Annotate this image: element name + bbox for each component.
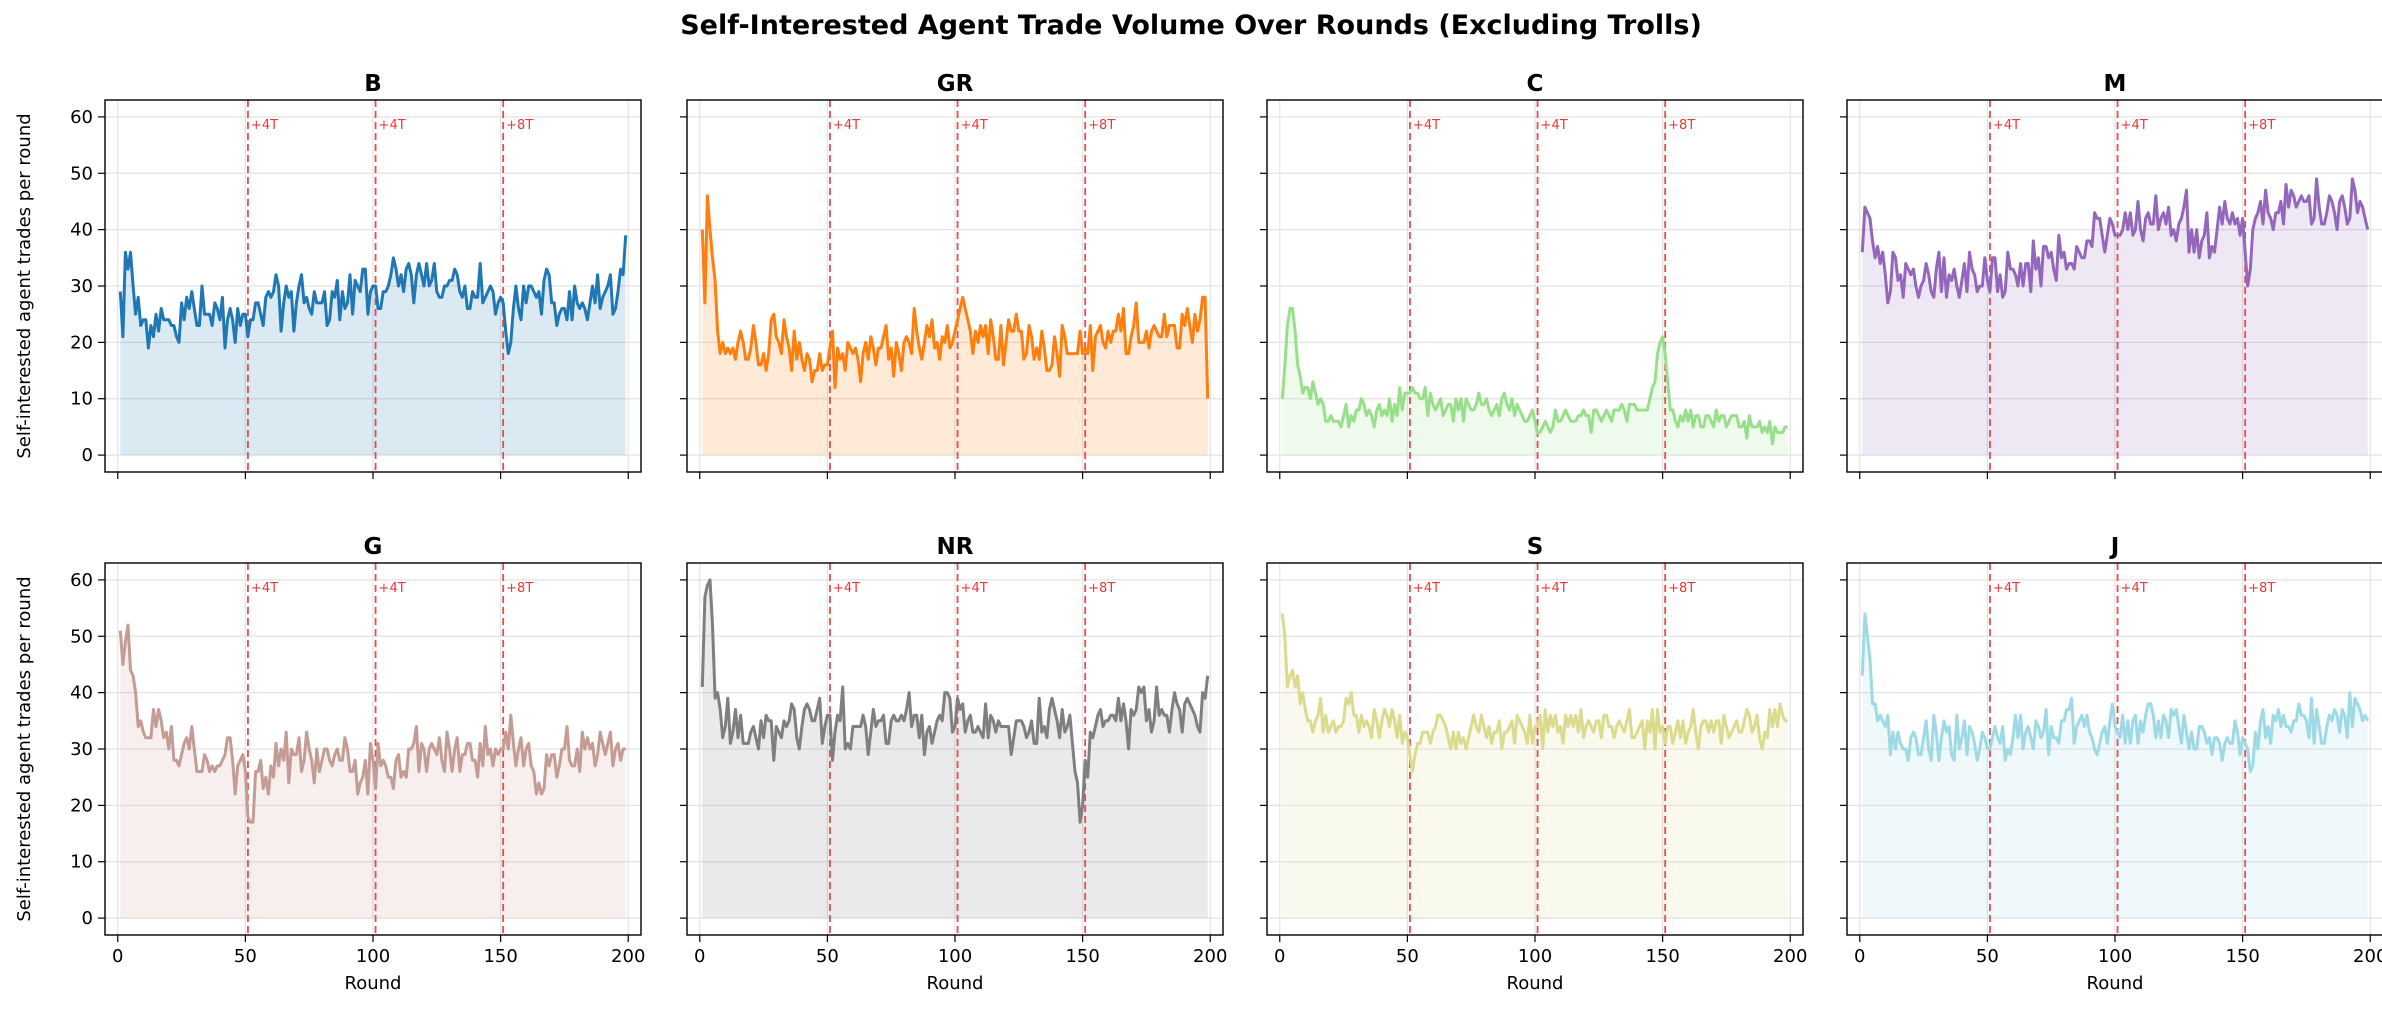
x-tick-label: 100 — [1518, 946, 1552, 967]
x-tick-label: 50 — [1396, 946, 1419, 967]
area-fill — [1862, 178, 2368, 456]
panel-s: +4T +4T +8T S 0 50 100 150 200 Round — [1260, 534, 1807, 994]
x-tick-label: 100 — [2098, 946, 2132, 967]
event-label: +8T — [1088, 581, 1115, 596]
y-tick-label: 20 — [70, 795, 93, 816]
x-tick-label: 50 — [234, 946, 257, 967]
series-line — [1280, 307, 1788, 446]
event-label: +4T — [1541, 581, 1568, 596]
x-tick-label: 150 — [1065, 946, 1099, 967]
series-line — [1860, 177, 2370, 305]
event-label: +4T — [961, 581, 988, 596]
x-tick-label: 50 — [1976, 946, 1999, 967]
panel-c: +4T +4T +8T C — [1260, 71, 1804, 479]
x-tick-label: 200 — [2353, 946, 2382, 967]
y-tick-label: 60 — [70, 570, 93, 591]
event-label: +8T — [506, 118, 533, 133]
y-axis-label: Self-interested agent trades per round — [14, 576, 35, 921]
x-tick-label: 0 — [694, 946, 705, 967]
panel-title: NR — [937, 534, 974, 560]
series-line — [700, 578, 1210, 824]
x-tick-label: 0 — [1854, 946, 1865, 967]
y-tick-label: 50 — [70, 626, 93, 647]
event-label: +4T — [379, 581, 406, 596]
panel-title: B — [364, 71, 382, 97]
x-tick-label: 150 — [2225, 946, 2259, 967]
area-fill — [702, 195, 1208, 456]
x-axis-label: Round — [345, 973, 402, 994]
x-axis-label: Round — [2087, 973, 2144, 994]
event-label: +4T — [251, 581, 278, 596]
event-label: +4T — [1413, 581, 1440, 596]
panel-title: G — [364, 534, 383, 560]
y-tick-label: 20 — [70, 332, 93, 353]
y-tick-label: 30 — [70, 276, 93, 297]
x-tick-label: 0 — [112, 946, 123, 967]
x-axis-label: Round — [927, 973, 984, 994]
x-tick-label: 200 — [1193, 946, 1227, 967]
event-label: +8T — [1668, 581, 1695, 596]
series-line — [118, 623, 626, 824]
panel-m: +4T +4T +8T M — [1840, 71, 2382, 479]
panel-title: S — [1527, 534, 1544, 560]
panel-title: J — [2109, 534, 2120, 560]
y-axis-label: Self-interested agent trades per round — [14, 113, 35, 458]
x-tick-label: 200 — [611, 946, 645, 967]
series-line — [118, 235, 628, 356]
area-fill — [120, 235, 626, 456]
panel-title: M — [2104, 71, 2127, 97]
event-label: +4T — [1993, 581, 2020, 596]
y-tick-label: 10 — [70, 389, 93, 410]
panel-j: +4T +4T +8T J 0 50 100 150 200 Round — [1840, 534, 2382, 994]
panel-title: C — [1527, 71, 1544, 97]
x-axis-label: Round — [1507, 973, 1564, 994]
x-tick-label: 0 — [1274, 946, 1285, 967]
event-label: +8T — [2248, 118, 2275, 133]
event-label: +4T — [833, 118, 860, 133]
event-label: +4T — [1993, 118, 2020, 133]
y-tick-label: 30 — [70, 739, 93, 760]
event-label: +4T — [961, 118, 988, 133]
panel-nr: +4T +4T +8T NR 0 50 100 150 200 Round — [680, 534, 1227, 994]
area-fill — [1282, 308, 1788, 456]
y-tick-label: 50 — [70, 163, 93, 184]
area-fill — [1862, 613, 2368, 919]
y-tick-label: 0 — [82, 908, 93, 929]
panel-title: GR — [937, 71, 974, 97]
event-label: +4T — [2121, 581, 2148, 596]
event-label: +4T — [2121, 118, 2148, 133]
x-tick-label: 100 — [356, 946, 390, 967]
series-line — [1280, 613, 1788, 773]
panel-b: +4T +4T +8T B 0 10 20 30 40 50 60 Self-interested a… — [14, 71, 642, 479]
event-label: +8T — [2248, 581, 2275, 596]
area-fill — [1282, 613, 1788, 919]
x-tick-label: 100 — [938, 946, 972, 967]
y-tick-label: 40 — [70, 683, 93, 704]
event-label: +4T — [251, 118, 278, 133]
y-tick-label: 60 — [70, 107, 93, 128]
event-label: +8T — [1088, 118, 1115, 133]
x-tick-label: 150 — [1645, 946, 1679, 967]
series-line — [700, 194, 1210, 399]
panel-gr: +4T +4T +8T GR — [680, 71, 1224, 479]
x-tick-label: 150 — [483, 946, 517, 967]
event-label: +4T — [1413, 118, 1440, 133]
event-label: +8T — [506, 581, 533, 596]
panel-g: +4T +4T +8T G 0 10 20 30 40 50 60 0 50 100 150 200 Round… — [14, 534, 645, 994]
area-fill — [702, 579, 1208, 919]
y-tick-label: 10 — [70, 852, 93, 873]
x-tick-label: 50 — [816, 946, 839, 967]
x-tick-label: 200 — [1773, 946, 1807, 967]
event-label: +4T — [1541, 118, 1568, 133]
y-tick-label: 40 — [70, 220, 93, 241]
event-label: +4T — [833, 581, 860, 596]
y-tick-label: 0 — [82, 445, 93, 466]
figure-title: Self-Interested Agent Trade Volume Over … — [680, 10, 1702, 41]
event-label: +4T — [379, 118, 406, 133]
event-label: +8T — [1668, 118, 1695, 133]
series-line — [1860, 612, 2370, 773]
